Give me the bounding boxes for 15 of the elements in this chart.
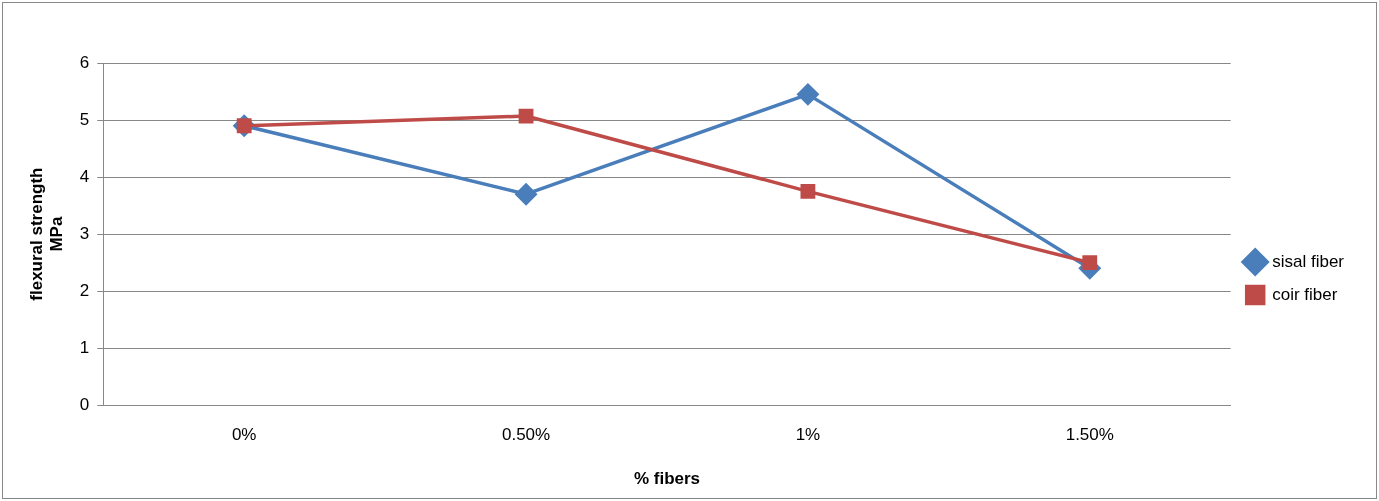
y-tick-label: 2 (79, 280, 90, 300)
legend-label: sisal fiber (1272, 251, 1345, 271)
y-tick-label: 0 (79, 394, 90, 414)
legend-label: coir fiber (1272, 284, 1338, 304)
y-tick-label: 4 (79, 166, 90, 186)
x-tick-label: 0.50% (501, 425, 551, 445)
y-tick-label: 5 (79, 109, 90, 129)
x-axis-title: % fibers (633, 469, 701, 489)
y-axis-title: flexural strength MPa (26, 167, 67, 301)
x-tick-label: 0% (231, 425, 257, 445)
y-tick-label: 1 (79, 337, 90, 357)
x-tick-label: 1.50% (1065, 425, 1114, 445)
x-tick-label: 1% (795, 425, 821, 445)
y-tick-label: 3 (79, 223, 90, 243)
y-tick-label: 6 (79, 52, 90, 72)
